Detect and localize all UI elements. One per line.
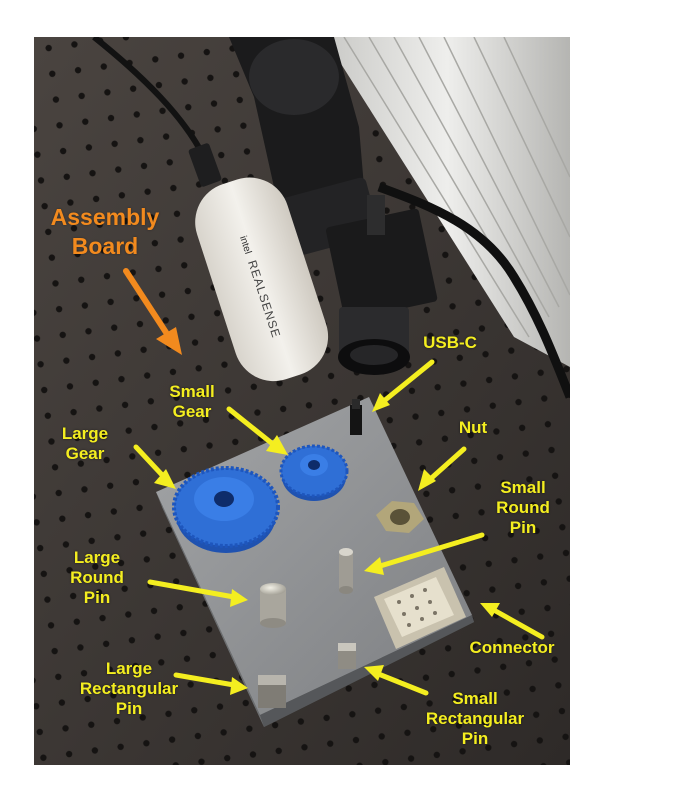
connector xyxy=(374,567,466,649)
small-round-pin-arrow xyxy=(364,532,485,575)
small-gear xyxy=(279,444,349,501)
nut-label: Nut xyxy=(458,418,488,437)
usb-c-port xyxy=(350,399,362,435)
assembly-board-arrow xyxy=(123,268,182,355)
large-gear-label: Large Gear xyxy=(61,424,109,463)
aluminum-frame xyxy=(324,37,570,367)
large-rectangular-pin-arrow xyxy=(173,672,248,695)
small-rectangular-pin-arrow xyxy=(364,665,429,696)
usb-c-arrow xyxy=(372,359,435,412)
small-gear-label: Small Gear xyxy=(169,382,215,421)
small-rectangular-pin-label: Small Rectangular Pin xyxy=(425,689,525,748)
large-rectangular-pin xyxy=(258,675,286,708)
small-round-pin-label: Small Round Pin xyxy=(496,478,550,537)
usb-c-label: USB-C xyxy=(423,333,477,352)
small-round-pin xyxy=(339,548,353,594)
nut xyxy=(376,501,424,533)
camera-brand-intel: intel xyxy=(237,235,253,256)
large-gear xyxy=(172,466,280,553)
industrial-camera xyxy=(325,195,438,375)
large-round-pin xyxy=(260,583,286,628)
connector-arrow xyxy=(480,603,545,640)
large-gear-arrow xyxy=(133,444,176,489)
lab-photo: intel REALSENSE xyxy=(34,37,570,765)
realsense-camera: intel REALSENSE xyxy=(195,177,329,382)
small-rectangular-pin xyxy=(338,643,356,669)
camera-cable xyxy=(377,182,570,399)
large-round-pin-arrow xyxy=(147,579,248,607)
connector-label: Connector xyxy=(469,638,555,657)
large-round-pin-label: Large Round Pin xyxy=(70,548,124,607)
assembly-board-label: Assembly Board xyxy=(50,204,160,259)
nut-arrow xyxy=(418,446,467,491)
large-rectangular-pin-label: Large Rectangular Pin xyxy=(79,659,179,718)
small-gear-arrow xyxy=(226,406,288,455)
